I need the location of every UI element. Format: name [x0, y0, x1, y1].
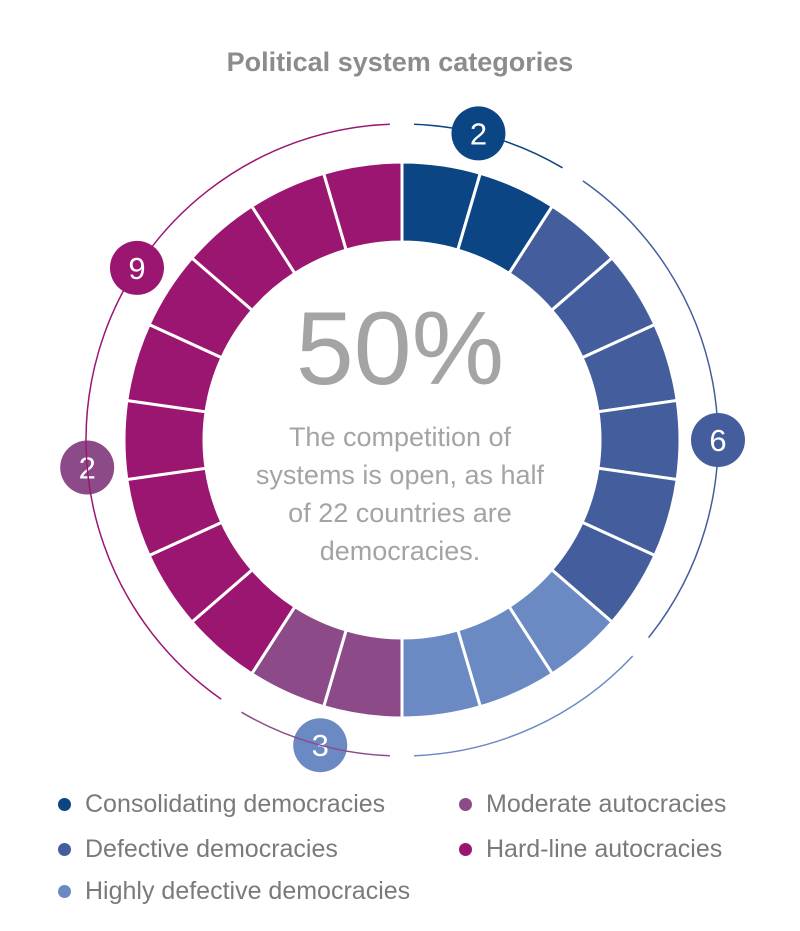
group-ring-arc — [582, 180, 719, 639]
group-ring-arc — [85, 123, 390, 700]
legend-item: Defective democracies — [58, 835, 338, 864]
legend-item: Hard-line autocracies — [459, 835, 722, 864]
donut-segment — [596, 398, 682, 482]
legend-label: Defective democracies — [85, 835, 338, 863]
center-line: of 22 countries are — [288, 498, 512, 528]
center-line: systems is open, as half — [255, 460, 545, 490]
legend-dot-hard-line-autocracies — [459, 843, 472, 856]
count-badge — [451, 106, 506, 161]
chart-title: Political system categories — [226, 47, 574, 77]
count-badge — [109, 240, 164, 295]
count-badge — [691, 413, 745, 467]
legend-item: Highly defective democracies — [58, 877, 410, 906]
center-description: The competition of systems is open, as h… — [240, 418, 560, 570]
donut-segment — [122, 398, 208, 482]
legend-dot-defective — [58, 843, 71, 856]
legend-dot-highly-defective — [58, 885, 71, 898]
legend-label: Hard-line autocracies — [486, 835, 723, 863]
count-badge-label: 2 — [470, 116, 487, 151]
donut-segment — [321, 160, 404, 252]
group-ring-arc — [414, 655, 634, 757]
group-ring-arc — [241, 711, 390, 757]
center-line: The competition of — [288, 422, 512, 452]
legend-label: Highly defective democracies — [85, 877, 411, 905]
center-percentage: 50% — [295, 291, 505, 407]
center-line: democracies. — [319, 536, 481, 566]
count-badge-label: 6 — [709, 423, 726, 458]
count-badge-label: 9 — [128, 251, 145, 286]
